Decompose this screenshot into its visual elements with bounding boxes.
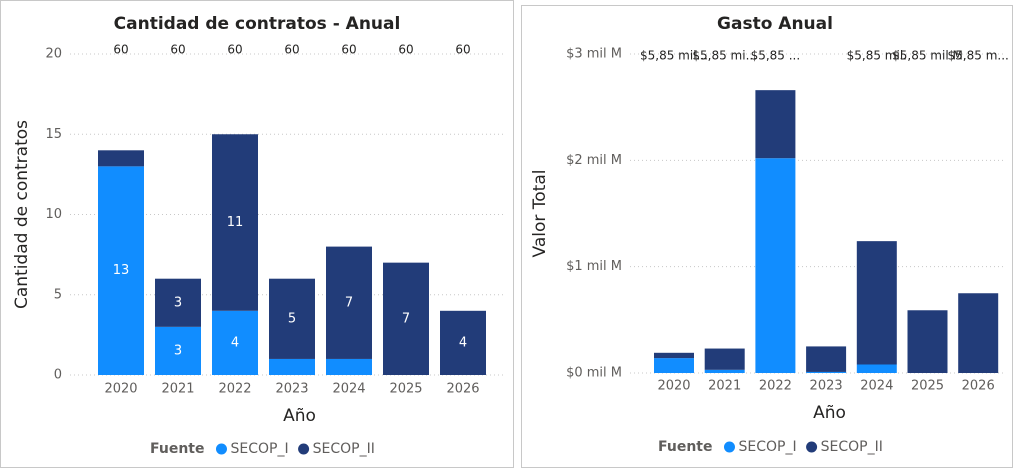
top-label: 60 xyxy=(398,43,413,57)
x-tick-label: 2021 xyxy=(161,382,194,397)
y-axis-label: Valor Total xyxy=(530,170,550,258)
bar-segment xyxy=(212,134,258,311)
bar-segment xyxy=(212,310,258,375)
legend-swatch xyxy=(806,441,818,453)
legend-label: SECOP_I xyxy=(230,441,288,457)
legend-title: Fuente xyxy=(658,439,712,455)
legend-label: SECOP_II xyxy=(821,439,883,455)
bar-segment xyxy=(383,262,429,375)
bar-segment xyxy=(755,158,796,373)
bar-segment xyxy=(326,246,372,359)
x-tick-label: 2022 xyxy=(218,382,251,397)
top-label: $5,85 mil... xyxy=(640,49,708,63)
bar-segment xyxy=(269,278,315,359)
legend-title: Fuente xyxy=(150,441,204,457)
top-label: $5,85 ... xyxy=(751,49,801,63)
top-label: 60 xyxy=(455,43,470,57)
data-label: 5 xyxy=(288,311,296,326)
data-label: 11 xyxy=(227,215,244,230)
bar-segment xyxy=(155,326,201,375)
bar-segment xyxy=(806,346,847,372)
x-tick-label: 2020 xyxy=(657,379,690,394)
y-tick-label: $2 mil M xyxy=(566,153,622,168)
x-tick-label: 2025 xyxy=(911,379,944,394)
y-tick-label: 5 xyxy=(54,287,62,302)
x-tick-label: 2022 xyxy=(759,379,792,394)
data-label: 4 xyxy=(231,335,239,350)
y-tick-label: $3 mil M xyxy=(566,47,622,62)
y-tick-label: 0 xyxy=(54,368,62,383)
legend-swatch xyxy=(298,443,310,455)
chart-title: Cantidad de contratos - Anual xyxy=(114,14,401,34)
bar-segment xyxy=(155,278,201,327)
data-label: 3 xyxy=(174,343,182,358)
x-axis-label: Año xyxy=(813,403,846,423)
bar-segment xyxy=(704,369,745,373)
bar-segment xyxy=(806,371,847,373)
bar-segment xyxy=(958,293,999,373)
top-label: $5,85 mil. xyxy=(847,49,907,63)
bar-segment xyxy=(98,150,144,167)
legend-swatch xyxy=(215,443,227,455)
x-tick-label: 2024 xyxy=(332,382,365,397)
data-label: 7 xyxy=(345,295,353,310)
y-tick-label: $1 mil M xyxy=(566,259,622,274)
x-tick-label: 2026 xyxy=(962,379,995,394)
legend-swatch xyxy=(723,441,735,453)
x-tick-label: 2021 xyxy=(708,379,741,394)
bar-segment xyxy=(907,310,948,373)
top-label: $5,85 mil M xyxy=(892,49,963,63)
top-label: 60 xyxy=(341,43,356,57)
data-label: 13 xyxy=(113,263,130,278)
bar-segment xyxy=(856,364,897,373)
top-label: 60 xyxy=(284,43,299,57)
y-tick-label: 15 xyxy=(45,127,62,142)
x-tick-label: 2023 xyxy=(275,382,308,397)
y-axis-label: Cantidad de contratos xyxy=(12,120,32,309)
bar-segment xyxy=(98,166,144,375)
x-tick-label: 2026 xyxy=(446,382,479,397)
top-label: 60 xyxy=(170,43,185,57)
bar-segment xyxy=(654,358,694,373)
y-tick-label: 20 xyxy=(45,47,62,62)
data-label: 7 xyxy=(402,311,410,326)
x-tick-label: 2025 xyxy=(389,382,422,397)
data-label: 3 xyxy=(174,295,182,310)
legend-label: SECOP_I xyxy=(738,439,796,455)
x-axis-label: Año xyxy=(283,406,316,426)
x-tick-label: 2023 xyxy=(810,379,843,394)
bar-segment xyxy=(755,90,796,159)
bar-segment xyxy=(269,358,315,375)
top-label: $5,85 m... xyxy=(948,49,1009,63)
chart-title: Gasto Anual xyxy=(717,14,833,34)
bar-segment xyxy=(440,310,486,375)
bar-segment xyxy=(856,241,897,365)
x-tick-label: 2024 xyxy=(860,379,893,394)
y-tick-label: $0 mil M xyxy=(566,366,622,381)
bar-segment xyxy=(654,352,694,359)
top-label: 60 xyxy=(113,43,128,57)
x-tick-label: 2020 xyxy=(104,382,137,397)
bar-segment xyxy=(326,358,372,375)
y-tick-label: 10 xyxy=(45,207,62,222)
top-label: $5,85 mi... xyxy=(692,49,757,63)
legend-label: SECOP_II xyxy=(313,441,375,457)
top-label: 60 xyxy=(227,43,242,57)
bar-segment xyxy=(704,348,745,370)
data-label: 4 xyxy=(459,335,467,350)
